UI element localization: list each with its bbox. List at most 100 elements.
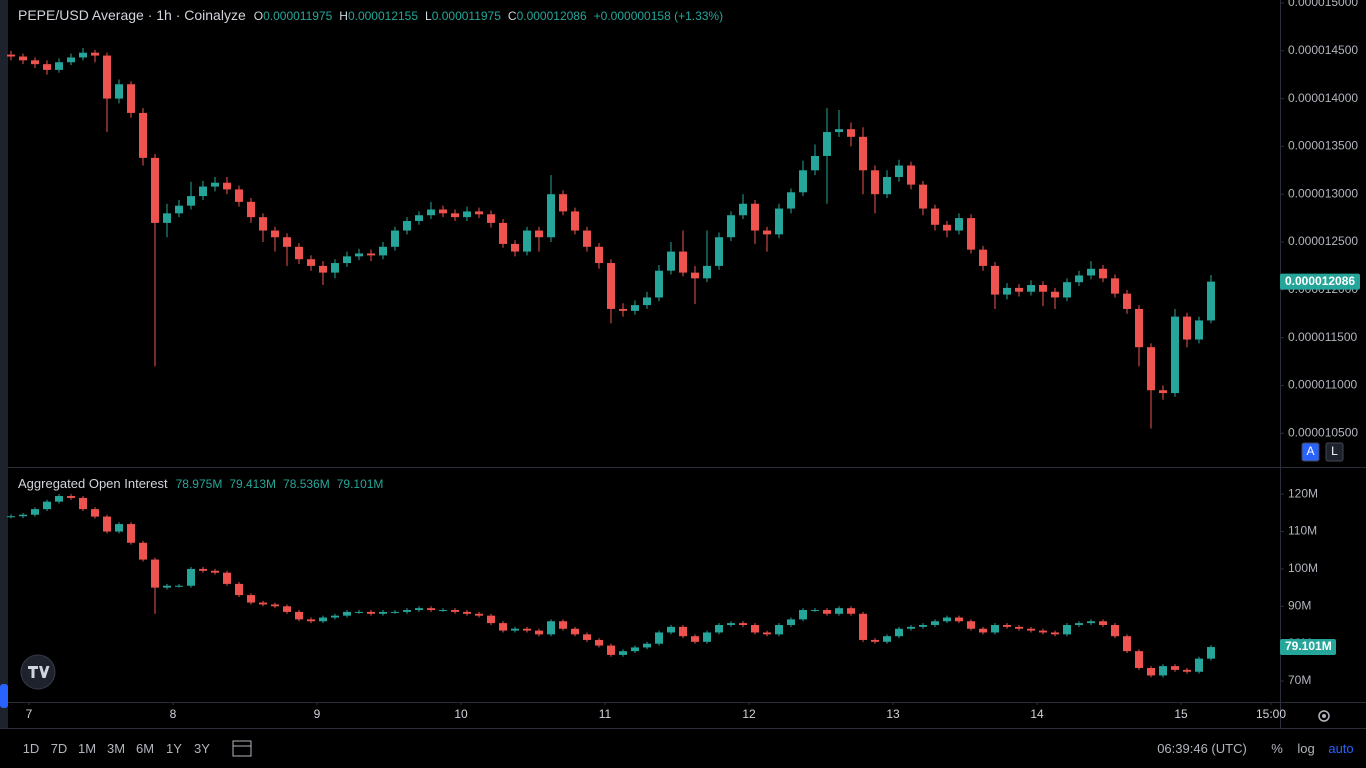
settings-icon[interactable] [1318, 710, 1330, 722]
range-button[interactable]: 1M [77, 741, 97, 756]
candle-body [691, 636, 699, 642]
tv-logo-mark [28, 666, 50, 678]
candle-body [343, 256, 351, 264]
candle-body [31, 60, 39, 65]
candle-body [955, 617, 963, 622]
candle-body [1051, 291, 1059, 298]
candle-body [1003, 287, 1011, 295]
left-strip [0, 0, 8, 728]
y-tick-label: 0.000014500 [1288, 43, 1358, 57]
candle-body [607, 263, 615, 309]
candle-body [283, 237, 291, 247]
candle-body [739, 203, 747, 216]
candle-body [655, 270, 663, 298]
axis-button[interactable] [1301, 442, 1320, 462]
range-button[interactable]: 3M [106, 741, 126, 756]
range-button[interactable]: 1D [22, 741, 40, 756]
candle-body [151, 559, 159, 588]
candle-body [955, 218, 963, 231]
legend-key: L [425, 9, 432, 23]
candle-body [919, 624, 927, 627]
x-tick-label: 8 [170, 707, 177, 721]
legend-key: C [507, 9, 517, 23]
candle-body [427, 209, 435, 216]
candle-body [739, 623, 747, 625]
candle-body [679, 626, 687, 637]
scale-button[interactable]: log [1297, 741, 1315, 756]
candle-body [487, 615, 495, 624]
candle-body [1015, 626, 1023, 629]
candle-body [571, 211, 579, 231]
candle-body [199, 568, 207, 571]
x-tick-label: 12 [742, 707, 756, 721]
last-value-label: 79.101M [1285, 639, 1332, 653]
candle-body [595, 639, 603, 646]
candle-body [907, 165, 915, 185]
candle-body [991, 265, 999, 295]
last-value-tag [1280, 639, 1336, 656]
clock[interactable]: 06:39:46 (UTC) [1157, 741, 1247, 756]
candle-body [1027, 285, 1035, 292]
candle-body [67, 496, 75, 498]
candle-body [115, 524, 123, 532]
candle-body [979, 249, 987, 266]
x-tick-label: 13 [886, 707, 900, 721]
candle-body [331, 615, 339, 618]
range-button[interactable]: 7D [50, 741, 68, 756]
candle-body [199, 186, 207, 197]
y-tick-label: 0.000010500 [1288, 425, 1358, 439]
legend-value: 78.975M [175, 477, 223, 491]
candle-body [7, 516, 15, 518]
candle-body [1027, 628, 1035, 631]
candle-body [763, 230, 771, 235]
y-tick-label: 0.000012500 [1288, 234, 1358, 248]
candle-body [379, 611, 387, 614]
candle-body [727, 623, 735, 625]
candle-body [871, 639, 879, 642]
candle-body [691, 272, 699, 279]
candle-body [835, 129, 843, 133]
candle-body [367, 611, 375, 614]
candle-body [151, 157, 159, 223]
candle-body [379, 246, 387, 256]
candle-body [223, 572, 231, 584]
candle-body [391, 611, 399, 613]
scale-button[interactable]: auto [1328, 741, 1354, 756]
candle-body [247, 595, 255, 603]
candle-body [55, 496, 63, 502]
range-button[interactable]: 1Y [166, 741, 182, 756]
y-tick-label: 0.000011500 [1288, 330, 1358, 344]
candle-body [1039, 285, 1047, 292]
candle-body [871, 170, 879, 195]
candle-body [1087, 268, 1095, 276]
candle-body [1207, 647, 1215, 659]
candle-body [547, 621, 555, 635]
x-tick-label: 10 [454, 707, 468, 721]
scale-button[interactable]: % [1271, 741, 1283, 756]
candle-body [895, 165, 903, 177]
candle-body [763, 632, 771, 635]
candle-body [415, 215, 423, 221]
candle-body [259, 602, 267, 605]
candle-body [631, 305, 639, 311]
candle-body [1135, 308, 1143, 348]
candle-body [319, 265, 327, 273]
candle-body [1099, 621, 1107, 625]
candle-body [883, 636, 891, 642]
side-tab[interactable] [0, 684, 8, 708]
candle-body [583, 634, 591, 640]
axis-button[interactable] [1325, 442, 1344, 462]
candle-body [187, 568, 195, 586]
y-tick-label: 100M [1288, 561, 1318, 575]
range-button[interactable]: 3Y [194, 741, 210, 756]
candle-body [283, 606, 291, 612]
candle-body [859, 613, 867, 640]
tv-logo[interactable] [20, 654, 56, 690]
candle-body [463, 611, 471, 614]
candle-body [643, 643, 651, 648]
calendar-icon[interactable] [232, 740, 252, 757]
candle-body [127, 524, 135, 543]
range-button[interactable]: 6M [135, 741, 155, 756]
candle-body [1135, 651, 1143, 668]
